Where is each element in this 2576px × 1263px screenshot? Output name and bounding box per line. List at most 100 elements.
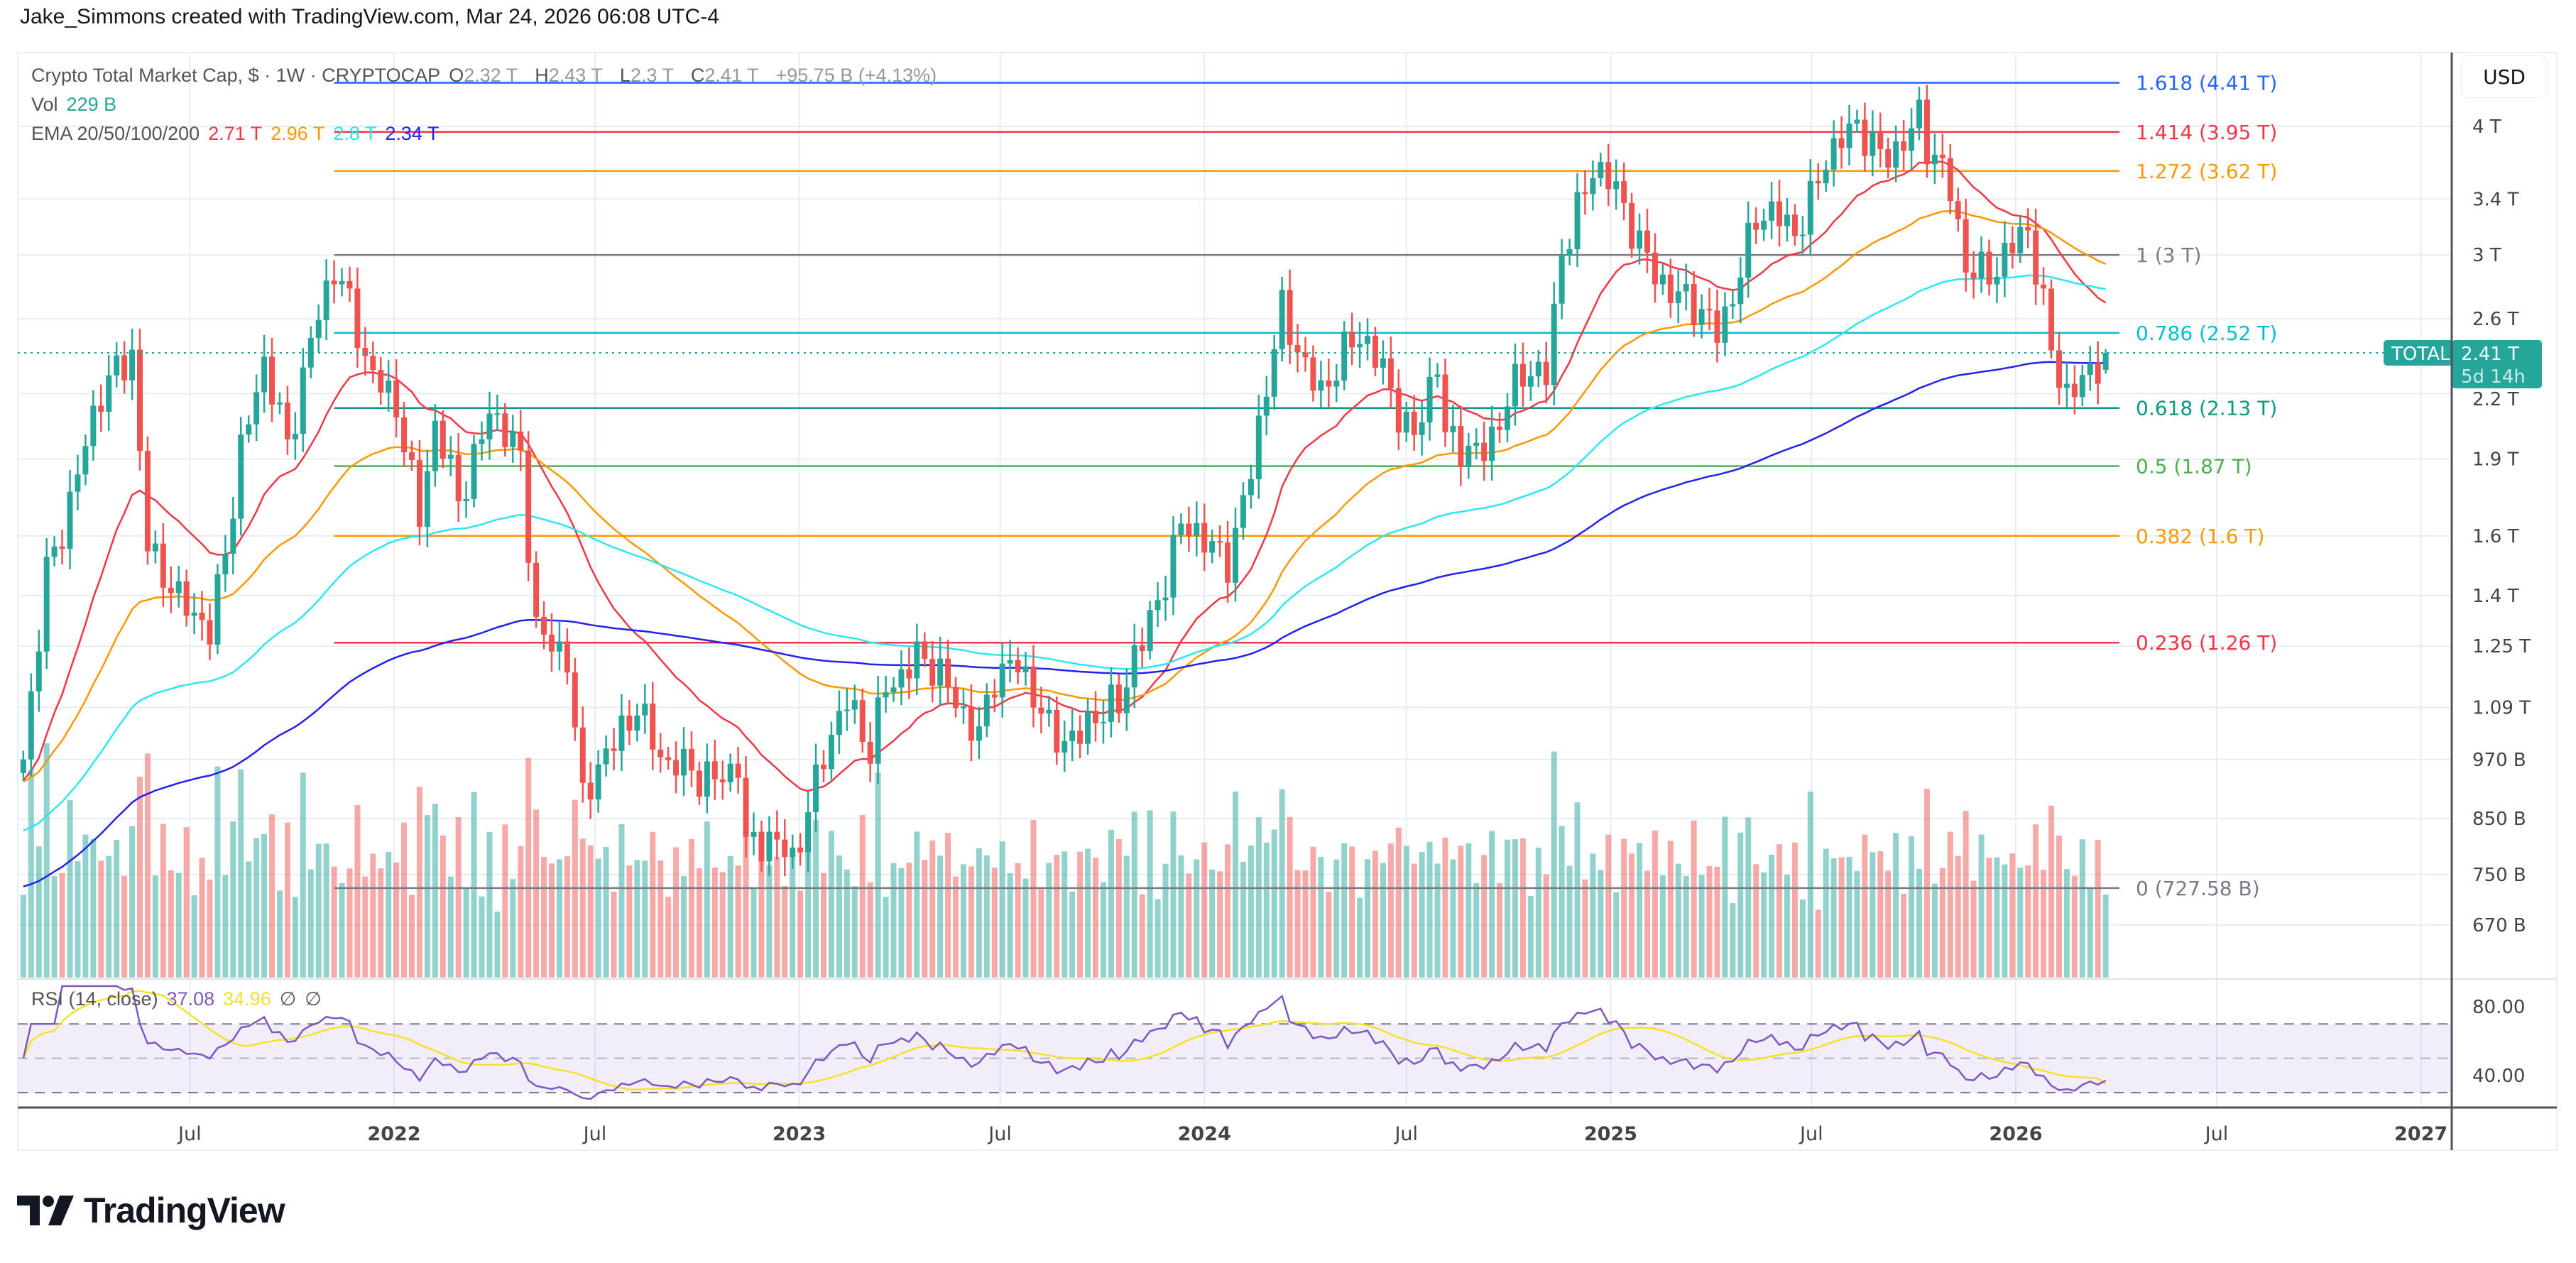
- tradingview-logo-text: TradingView: [84, 1191, 285, 1230]
- volume-bar: [968, 866, 974, 978]
- volume-bar: [1963, 811, 1969, 978]
- candle-body: [603, 748, 609, 765]
- volume-bar: [1341, 843, 1348, 978]
- candle-body: [790, 847, 796, 858]
- volume-bar: [1923, 788, 1930, 978]
- ema-legend[interactable]: EMA 20/50/100/200 2.71 T 2.96 T 2.8 T 2.34 T: [31, 122, 447, 145]
- volume-bar: [292, 897, 298, 978]
- volume-bar: [261, 833, 268, 978]
- x-tick-label: Jul: [1393, 1123, 1418, 1145]
- candle-body: [1791, 214, 1798, 236]
- candle-body: [1877, 131, 1884, 149]
- candle-body: [1294, 344, 1301, 353]
- volume-bar: [1737, 832, 1744, 978]
- candle-body: [1799, 234, 1806, 236]
- candle-body: [440, 420, 446, 459]
- volume-bar: [541, 857, 547, 978]
- y-tick-label: 670 B: [2472, 915, 2526, 936]
- candle-body: [634, 715, 640, 731]
- volume-bar: [1194, 859, 1200, 978]
- volume-bar: [51, 876, 58, 978]
- volume-bar: [1225, 844, 1231, 978]
- candle-body: [805, 812, 812, 853]
- volume-bar: [1007, 873, 1013, 978]
- candle-body: [486, 413, 493, 439]
- candle-body: [20, 759, 26, 773]
- volume-bar: [797, 890, 804, 978]
- candle-body: [2102, 352, 2109, 370]
- volume-bar: [1302, 870, 1309, 978]
- candle-body: [727, 763, 733, 782]
- volume-legend[interactable]: Vol 229 B: [31, 93, 125, 116]
- volume-bar: [98, 860, 104, 978]
- candle-body: [1675, 291, 1681, 303]
- candle-body: [681, 748, 687, 776]
- candle-body: [416, 459, 422, 527]
- currency-button[interactable]: USD: [2461, 55, 2548, 98]
- volume-bar: [611, 892, 617, 978]
- volume-bar: [2095, 840, 2101, 978]
- candle-body: [968, 706, 974, 741]
- candle-body: [1115, 684, 1122, 713]
- candle-body: [1395, 388, 1402, 433]
- candle-body: [572, 672, 578, 728]
- volume-bar: [774, 856, 780, 978]
- candle-body: [1994, 276, 2000, 285]
- volume-bar: [59, 873, 65, 978]
- candle-body: [253, 392, 260, 425]
- candle-body: [1519, 363, 1526, 387]
- volume-bar: [440, 835, 446, 978]
- candle-body: [1318, 380, 1324, 391]
- x-tick-label: 2024: [1178, 1123, 1231, 1145]
- volume-bar: [323, 843, 329, 978]
- volume-bar: [1186, 873, 1192, 978]
- volume-bar: [1333, 859, 1340, 978]
- candle-body: [284, 403, 290, 439]
- volume-bar: [1652, 830, 1658, 978]
- volume-bar: [875, 772, 881, 978]
- candle-body: [1870, 131, 1876, 156]
- candle-body: [1769, 201, 1775, 221]
- volume-bar: [1598, 870, 1604, 978]
- volume-bar: [1590, 853, 1596, 978]
- candle-body: [1753, 222, 1759, 230]
- volume-bar: [1512, 839, 1518, 978]
- symbol-name[interactable]: Crypto Total Market Cap, $ · 1W · CRYPTO…: [31, 65, 441, 86]
- candle-body: [269, 356, 275, 405]
- candle-body: [300, 367, 306, 434]
- x-tick-label: 2027: [2394, 1123, 2447, 1145]
- volume-bar: [836, 855, 842, 978]
- candle-body: [1186, 523, 1192, 536]
- candle-body: [1310, 357, 1316, 391]
- volume-bar: [548, 863, 555, 978]
- volume-bar: [1519, 838, 1526, 978]
- candle-body: [1466, 445, 1472, 467]
- candle-body: [533, 562, 540, 618]
- candle-body: [1978, 251, 1985, 279]
- tradingview-logo[interactable]: TradingView: [17, 1190, 285, 1231]
- volume-bar: [2041, 870, 2047, 978]
- candle-body: [463, 499, 469, 502]
- volume-bar: [1566, 865, 1573, 978]
- candle-body: [36, 651, 42, 691]
- volume-bar: [2071, 875, 2078, 978]
- volume-bar: [1497, 882, 1503, 978]
- candle-body: [191, 612, 197, 616]
- volume-bar: [1217, 871, 1223, 978]
- volume-bar: [1077, 851, 1084, 978]
- fib-level-label: 1.618 (4.41 T): [2136, 72, 2277, 95]
- candle-body: [953, 687, 959, 709]
- x-tick-label: Jul: [987, 1123, 1012, 1145]
- x-tick-label: Jul: [1799, 1123, 1823, 1145]
- volume-bar: [300, 772, 306, 978]
- candle-body: [595, 764, 601, 799]
- volume-bar: [883, 897, 889, 978]
- candle-body: [222, 553, 229, 574]
- volume-bar: [1240, 861, 1246, 978]
- candle-body: [1714, 310, 1720, 343]
- candle-body: [1030, 666, 1037, 708]
- rsi-legend[interactable]: RSI (14, close) 37.08 34.96 ∅ ∅: [31, 988, 330, 1010]
- volume-bar: [144, 753, 151, 978]
- volume-bar: [1691, 820, 1697, 978]
